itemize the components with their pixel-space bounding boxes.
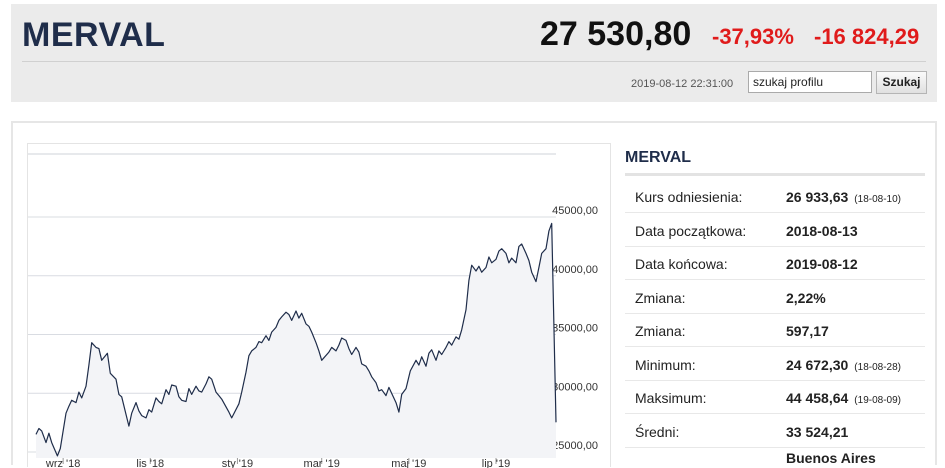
stats-row-value: 44 458,64 (19-08-09) [786, 390, 901, 406]
x-tick-label: maj '19 [391, 458, 426, 468]
stats-row-label: Zmiana: [635, 323, 686, 339]
stats-value-text: 2019-08-12 [786, 256, 858, 272]
stats-row-value: 2018-08-13 [786, 223, 858, 239]
stats-row: Data początkowa: 2018-08-13 [625, 214, 925, 247]
stats-row: Data końcowa: 2019-08-12 [625, 247, 925, 280]
stats-value-date: (18-08-10) [854, 194, 901, 205]
exchange-location: Buenos Aires [786, 450, 876, 466]
stats-value-text: 33 524,21 [786, 423, 849, 440]
y-tick-label: 30000,00 [552, 381, 598, 393]
stats-row-value: 2,22% [786, 290, 826, 306]
stats-row-label: Data końcowa: [635, 256, 728, 272]
stats-row-value: 597,17 [786, 323, 829, 339]
stats-value-date: (18-08-28) [854, 361, 901, 373]
stats-value-text: 26 933,63 [786, 189, 849, 205]
price-area [36, 223, 556, 458]
stats-row-label: Średni: [635, 423, 680, 440]
stats-row-label: Minimum: [635, 356, 696, 373]
stats-row: Zmiana: 597,17 [625, 314, 925, 347]
header-divider [22, 61, 926, 62]
stats-row-label: Data początkowa: [635, 222, 747, 239]
x-tick-label: wrz '18 [45, 458, 81, 468]
stats-title-underline [625, 173, 925, 176]
stats-row-value: 33 524,21 [786, 424, 848, 440]
profile-search-input[interactable] [748, 71, 872, 93]
stats-value-text: 2,22% [786, 289, 826, 306]
stats-row-label: Zmiana: [635, 289, 686, 306]
stats-row-label: Maksimum: [635, 390, 707, 406]
stats-value-date: (19-08-09) [854, 395, 901, 406]
quote-panel: 25000,00 30000,00 35000,00 40000,00 45000,00… [11, 121, 937, 468]
stats-value-text: 597,17 [786, 323, 829, 339]
x-tick-label: sty '19 [222, 458, 253, 468]
change-percent: -37,93% [712, 24, 794, 49]
stats-row: Kurs odniesienia: 26 933,63 (18-08-10) [625, 180, 925, 213]
stats-row-value: 26 933,63 (18-08-10) [786, 189, 901, 205]
stats-value-text: 44 458,64 [786, 390, 849, 406]
quote-timestamp: 2019-08-12 22:31:00 [631, 78, 734, 90]
stats-value-text: 24 672,30 [786, 356, 849, 373]
y-tick-label: 35000,00 [552, 323, 598, 335]
y-tick-label: 45000,00 [552, 205, 598, 217]
x-tick-label: mar '19 [304, 458, 340, 468]
change-absolute: -16 824,29 [814, 24, 920, 49]
stats-row: Minimum: 24 672,30 (18-08-28) [625, 348, 925, 381]
stats-row: Maksimum: 44 458,64 (19-08-09) [625, 381, 925, 414]
stats-title: MERVAL [625, 149, 692, 166]
x-tick-label: lis '18 [136, 458, 164, 468]
quote-header: MERVAL 27 530,80 -37,93% -16 824,29 2019… [11, 4, 937, 102]
stats-row-value: 24 672,30 (18-08-28) [786, 357, 901, 373]
price-chart-svg: 25000,00 30000,00 35000,00 40000,00 45000,00… [28, 153, 598, 468]
stats-value-text: 2018-08-13 [786, 222, 858, 239]
y-tick-label: 25000,00 [552, 440, 598, 452]
price-chart[interactable]: 25000,00 30000,00 35000,00 40000,00 45000,00… [27, 143, 611, 468]
price-line [35, 222, 557, 457]
index-name: MERVAL [22, 16, 166, 54]
stats-row-label: Kurs odniesienia: [635, 189, 743, 205]
x-tick-label: lip '19 [482, 458, 510, 468]
search-button[interactable]: Szukaj [876, 71, 927, 94]
y-tick-label: 40000,00 [552, 264, 598, 276]
stats-row-value: 2019-08-12 [786, 256, 858, 272]
stats-row: Średni: 33 524,21 [625, 415, 925, 448]
stats-row: Zmiana: 2,22% [625, 281, 925, 314]
index-price: 27 530,80 [540, 15, 692, 53]
